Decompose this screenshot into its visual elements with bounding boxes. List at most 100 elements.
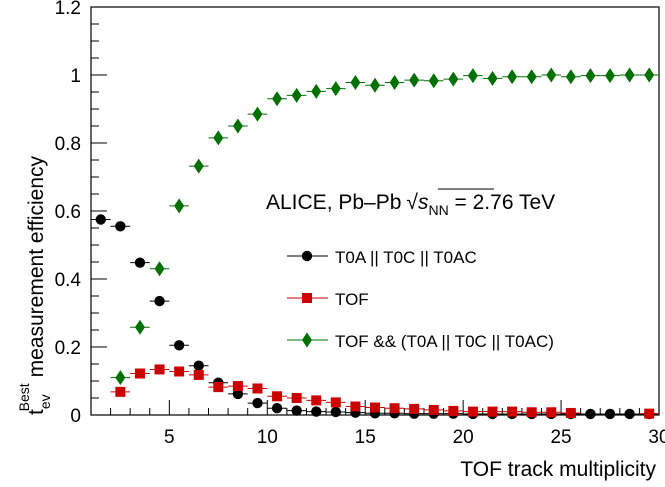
data-point [115,221,126,232]
data-point [311,83,322,99]
data-point [370,402,380,413]
legend-entry: T0A || T0C || T0AC [287,248,477,267]
y-axis-label-superscript: Best [16,383,32,411]
data-point [291,393,302,403]
data-point [252,397,263,409]
data-point [409,403,420,414]
data-point [428,73,439,89]
legend-label: T0A || T0C || T0AC [335,248,477,267]
data-point [213,130,224,146]
data-point [330,397,341,408]
data-point [154,295,165,307]
data-point [350,401,361,412]
data-point [448,405,459,416]
data-point [565,407,576,418]
data-point [134,319,145,335]
legend-marker [301,250,313,262]
annotation-alice-pbpb: ALICE, Pb–Pb [266,191,401,214]
x-tick-label: 30 [648,427,665,448]
data-point [115,370,126,386]
y-tick-label: 0.2 [55,338,81,359]
data-point [546,67,557,83]
data-point [644,408,655,419]
data-point [389,74,400,90]
x-tick-label: 15 [355,427,376,448]
y-tick-label: 0.6 [55,202,81,223]
data-point [507,406,518,417]
data-point [605,68,616,84]
data-point [272,391,283,402]
data-point [252,106,263,122]
data-point [174,198,185,214]
data-point [585,408,596,420]
annotation-energy: = 2.76 TeV [449,191,555,214]
y-tick-label: 0.8 [55,134,81,155]
data-point [311,395,322,406]
y-tick-label: 1.2 [55,0,81,19]
data-point [134,368,145,379]
data-point [487,406,498,417]
x-axis-label: TOF track multiplicity [460,458,656,481]
data-point [232,388,244,400]
y-tick-label: 0.4 [55,270,82,291]
data-point [311,406,322,417]
data-point [624,67,635,83]
data-point [448,71,459,87]
data-point [272,91,283,107]
data-point [95,214,106,225]
data-point [174,366,185,377]
data-point [409,72,420,88]
data-point [154,364,165,375]
series-circle [91,214,659,420]
data-point [565,69,576,85]
y-axis-label-t: t [25,409,48,415]
annotation-s-subscript: NN [428,202,448,218]
y-axis: 0 0.2 0.4 0.6 0.8 1 1.2 [55,0,107,427]
data-point [487,70,498,86]
y-axis-label-text: measurement efficiency [25,155,48,377]
data-point [467,68,478,84]
annotation-s: s [418,191,429,214]
svg-text:ALICE, Pb–Pb√sNN = 2.76 TeV: ALICE, Pb–Pb √sNN = 2.76 TeV [266,191,555,218]
data-point [291,87,302,103]
y-tick-label: 0 [70,406,81,427]
data-point [467,406,478,417]
data-point [585,68,596,84]
data-point [193,360,204,371]
data-point [389,403,400,414]
data-point [370,77,380,93]
data-point [252,383,263,394]
data-point [193,369,204,380]
data-point [604,408,616,420]
data-point [624,408,635,420]
legend-marker [302,293,312,303]
x-tick-label: 20 [453,427,474,448]
legend: T0A || T0C || T0AC TOF TOF && (T0A || T0C … [287,248,554,351]
data-point [428,404,439,415]
data-point [330,81,341,97]
data-point [115,386,126,397]
annotation-sqrt-symbol: √ [406,191,418,214]
series-square [110,364,659,419]
legend-marker [302,332,312,348]
data-point [507,69,518,85]
series-diamond [110,67,659,386]
data-point [134,257,146,268]
data-point [232,118,243,134]
y-tick-label: 1 [70,66,81,87]
data-point [154,261,165,277]
x-tick-label: 10 [257,427,278,448]
data-point [526,407,537,418]
x-tick-label: 25 [550,427,571,448]
data-point [291,405,302,416]
legend-entry: TOF && (T0A || T0C || T0AC) [287,332,554,351]
data-point [173,340,185,351]
data-point [193,158,204,174]
experiment-annotation: ALICE, Pb–Pb √sNN = 2.76 TeV [266,188,555,218]
data-point [644,67,655,83]
data-point [330,406,342,418]
series-layer [91,67,659,420]
y-axis-label-subscript: ev [37,394,53,409]
data-point [350,74,361,90]
